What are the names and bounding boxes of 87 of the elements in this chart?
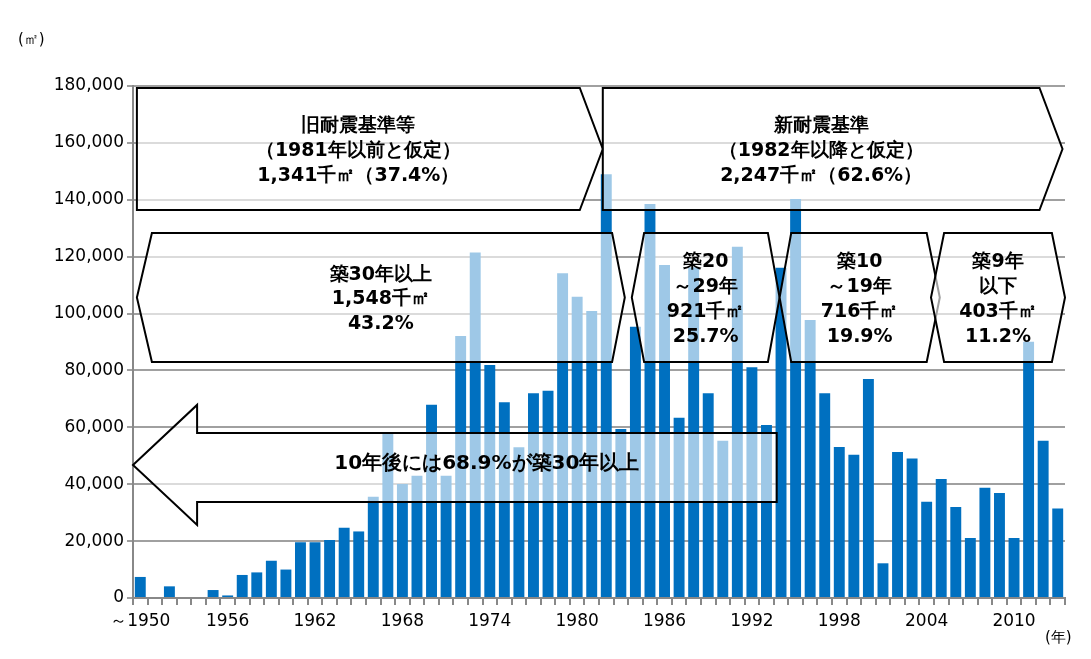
x-tick-label: 1956 (206, 609, 250, 630)
x-tick-label: 1992 (730, 609, 774, 630)
bar (673, 417, 685, 597)
annotation: 921千㎡ (666, 298, 745, 321)
y-tick-label: 20,000 (64, 529, 124, 550)
annotation: 築20 (682, 248, 729, 271)
bar (790, 198, 802, 597)
bar (979, 487, 991, 597)
bar (877, 563, 889, 597)
bar (353, 531, 365, 597)
bar (411, 475, 423, 597)
annotation: 10年後には68.9%が築30年以上 (334, 449, 640, 474)
annotation: 25.7% (672, 323, 739, 346)
bar (338, 527, 350, 597)
annotation: 43.2% (347, 310, 414, 333)
bar (906, 458, 918, 597)
y-tick-label: 160,000 (53, 131, 124, 152)
annotation: 19.9% (826, 323, 893, 346)
annotation: （1982年以降と仮定） (718, 137, 924, 160)
bar (207, 590, 219, 597)
y-tick-label: 0 (113, 586, 124, 607)
annotation: 築10 (836, 248, 883, 271)
bar (134, 576, 146, 597)
bar (236, 574, 248, 597)
annotation: 1,341千㎡（37.4%） (257, 162, 460, 185)
bar (819, 393, 831, 597)
bar (848, 454, 860, 597)
annotation: （1981年以前と仮定） (255, 137, 461, 160)
bar (717, 440, 729, 597)
bar (964, 537, 976, 597)
x-axis-title: (年) (1045, 628, 1072, 647)
bar (163, 586, 175, 597)
y-tick-label: 60,000 (64, 415, 124, 436)
bar (1037, 440, 1049, 597)
bar (396, 483, 408, 597)
annotation: 築30年以上 (329, 261, 433, 284)
annotation: 716千㎡ (820, 298, 899, 321)
x-tick-label: 1968 (380, 609, 425, 630)
x-tick-label: 1974 (468, 609, 512, 630)
y-tick-label: 180,000 (53, 74, 124, 95)
bar (644, 204, 656, 597)
bar (265, 560, 277, 597)
bar (746, 367, 758, 597)
bar (1008, 537, 1020, 597)
y-tick-label: 100,000 (53, 301, 124, 322)
annotation: 403千㎡ (959, 298, 1037, 321)
bar (1023, 341, 1035, 597)
x-tick-label: 1962 (293, 609, 337, 630)
annotation: 2,247千㎡（62.6%） (720, 162, 923, 185)
bar (309, 542, 321, 597)
bar (1052, 508, 1064, 597)
y-tick-label: 120,000 (53, 245, 124, 266)
bar (950, 506, 962, 597)
annotation: 1,548千㎡ (331, 285, 430, 308)
bar (935, 479, 947, 597)
y-tick-label: 140,000 (53, 188, 124, 209)
bar (761, 425, 772, 597)
annotation: 以下 (979, 273, 1017, 296)
x-tick-label: 1998 (817, 609, 861, 630)
x-tick-label: 2010 (992, 609, 1036, 630)
x-tick-label: ～1950 (110, 609, 171, 630)
bar (994, 493, 1005, 597)
bar (804, 320, 816, 597)
annotation: 旧耐震基準等 (301, 112, 416, 135)
bar (892, 452, 903, 597)
x-tick-label: 1980 (555, 609, 599, 630)
bar (862, 378, 874, 597)
bar (295, 542, 306, 597)
bar (440, 475, 452, 597)
annotation: ～29年 (673, 273, 738, 296)
bar (702, 393, 714, 597)
annotation: 11.2% (965, 323, 1031, 346)
bar (367, 496, 379, 597)
bar (775, 267, 787, 597)
bar (280, 569, 292, 597)
bar (833, 446, 845, 597)
bar (324, 539, 336, 597)
bar (251, 572, 263, 597)
y-axis-title: (㎡) (18, 30, 45, 49)
y-tick-label: 40,000 (64, 472, 124, 493)
annotation: 新耐震基準 (773, 112, 869, 135)
y-tick-label: 80,000 (64, 358, 124, 379)
x-tick-label: 1986 (642, 609, 687, 630)
x-tick-label: 2004 (905, 609, 949, 630)
annotation: ～19年 (827, 273, 892, 296)
annotation: 築9年 (972, 248, 1024, 271)
bar (921, 501, 933, 597)
